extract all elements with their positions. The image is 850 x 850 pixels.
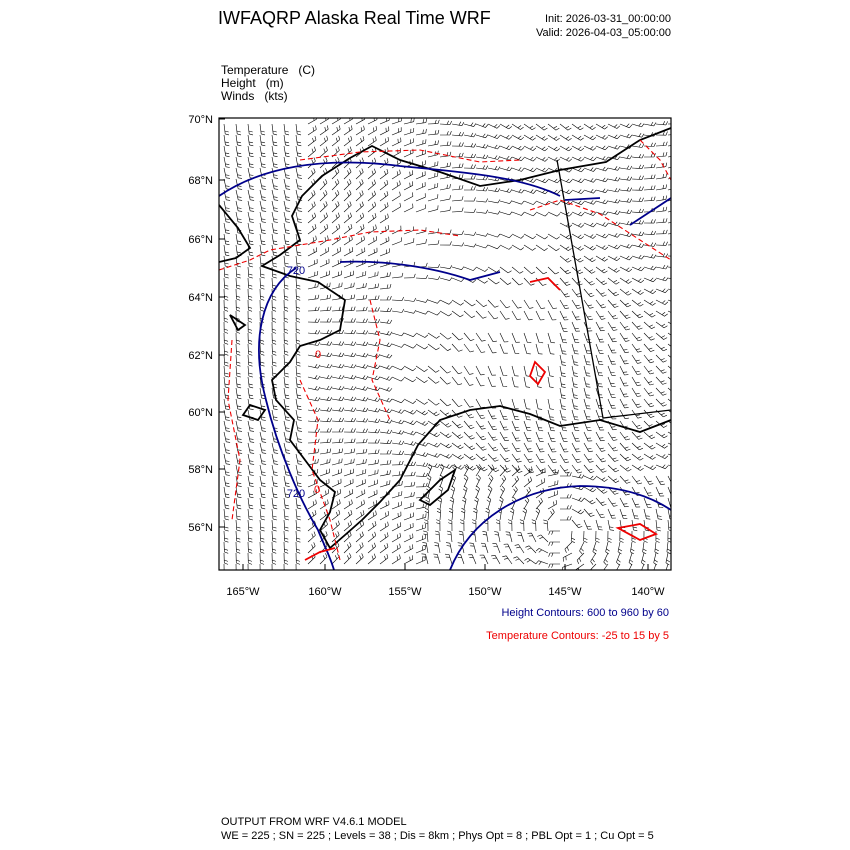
contour-label: 720 — [287, 488, 305, 500]
coastlines — [219, 127, 671, 550]
title: IWFAQRP Alaska Real Time WRF — [218, 8, 491, 28]
height-contours — [219, 161, 671, 570]
temperature-contours-solid — [304, 277, 659, 561]
contour-label: 720 — [287, 265, 305, 277]
contour-labels: 720 0 720 0 — [287, 265, 321, 500]
field-label: Temperature (C) — [221, 63, 315, 77]
footer-model: OUTPUT FROM WRF V4.6.1 MODEL — [221, 816, 407, 828]
lat-label: 66°N — [188, 234, 213, 246]
temperature-note: Temperature Contours: -25 to 15 by 5 — [486, 630, 669, 642]
wind-barb-field — [223, 118, 671, 570]
lon-label: 165°W — [226, 586, 260, 598]
contour-label: 0 — [315, 349, 321, 361]
init-time: Init: 2026-03-31_00:00:00 — [545, 13, 671, 25]
field-label: Winds (kts) — [221, 89, 288, 103]
lat-label: 62°N — [188, 350, 213, 362]
contour-label: 0 — [314, 484, 320, 496]
height-note: Height Contours: 600 to 960 by 60 — [501, 607, 669, 619]
lat-label: 68°N — [188, 175, 213, 187]
map-area — [219, 118, 671, 570]
wind-barbs — [223, 118, 671, 570]
axis-labels: 70°N 68°N 66°N 64°N 62°N 60°N 58°N 56°N 165°W 160… — [188, 114, 665, 598]
lon-label: 145°W — [548, 586, 582, 598]
lat-label: 56°N — [188, 522, 213, 534]
borders — [556, 159, 671, 419]
temperature-contours — [219, 139, 671, 561]
lat-label: 60°N — [188, 407, 213, 419]
lon-label: 160°W — [308, 586, 342, 598]
field-label: Height (m) — [221, 76, 284, 90]
lon-label: 140°W — [631, 586, 665, 598]
lon-label: 155°W — [388, 586, 422, 598]
lat-label: 70°N — [188, 114, 213, 126]
map-frame — [218, 117, 672, 571]
lon-label: 150°W — [468, 586, 502, 598]
valid-time: Valid: 2026-04-03_05:00:00 — [536, 27, 671, 39]
footer-settings: WE = 225 ; SN = 225 ; Levels = 38 ; Dis … — [221, 830, 654, 842]
lat-label: 64°N — [188, 292, 213, 304]
lat-label: 58°N — [188, 464, 213, 476]
